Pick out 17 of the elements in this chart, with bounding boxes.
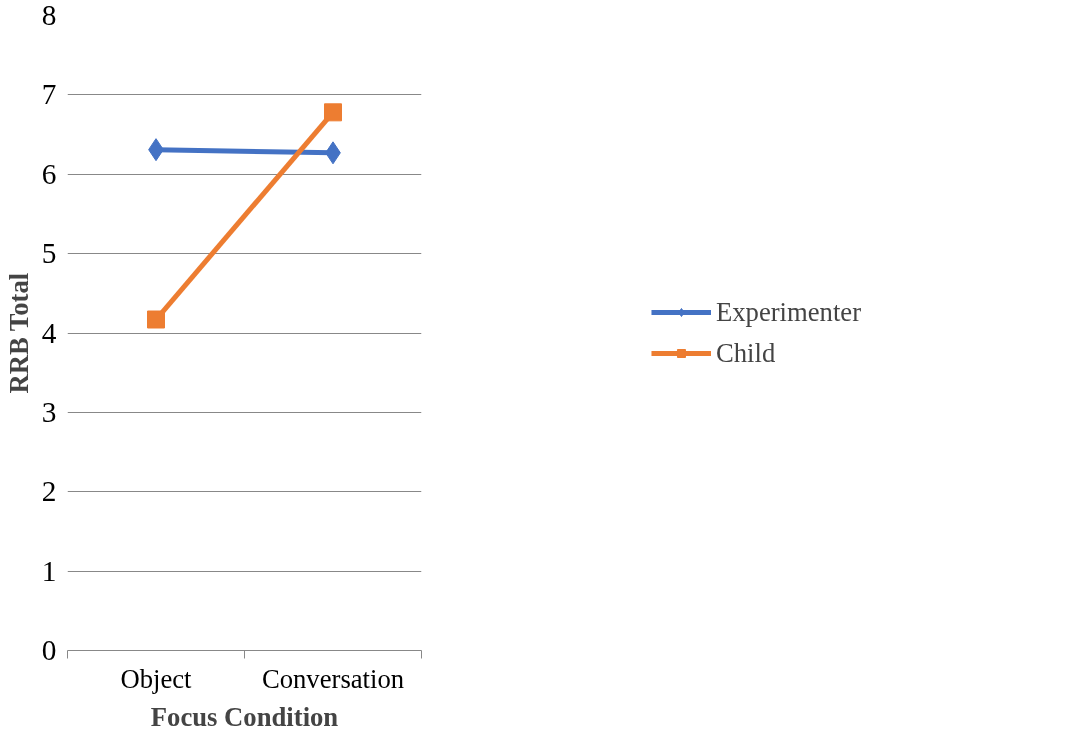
point [147,310,165,329]
y-tick-label: 5 [41,237,57,270]
y-tick-label: 3 [41,395,57,428]
y-tick-label: 4 [41,316,57,349]
y-tick-label: 6 [41,157,57,190]
x-tick-label: Conversation [261,663,405,694]
y-tick-label: 1 [41,554,57,587]
y-tick-label: 8 [41,0,57,31]
y-tick-label: 7 [41,78,57,111]
y-axis-title: RRB Total [3,272,34,394]
y-tick-label: 2 [41,475,57,508]
legend-label: Child [715,337,776,369]
x-tick-label: Object [120,663,193,694]
legend-label: Experimenter [715,296,862,328]
x-axis-title: Focus Condition [150,701,339,732]
point [324,103,342,122]
y-tick-label: 0 [41,634,57,666]
